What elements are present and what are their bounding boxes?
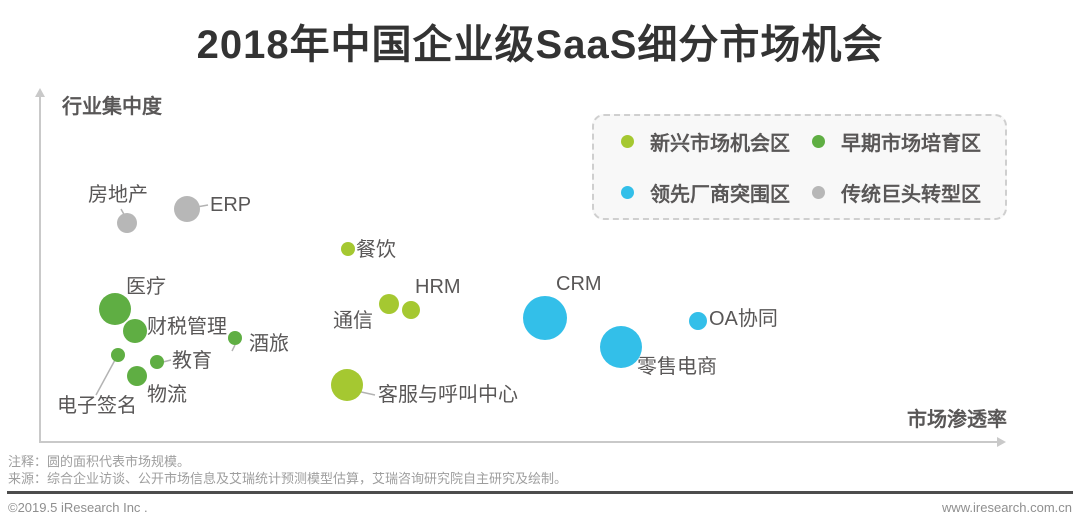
leader-line-dianziqianming (95, 359, 116, 396)
bubble-fangdichan (117, 213, 137, 233)
label-erp: ERP (210, 194, 252, 216)
website-url: www.iresearch.com.cn (941, 500, 1072, 515)
legend-item-leading: 领先厂商突围区 (621, 178, 812, 207)
label-fangdichan: 房地产 (88, 184, 148, 206)
leader-line-jiaoyu (162, 359, 172, 363)
note-annotation: 注释：圆的面积代表市场规模。 (8, 454, 191, 469)
label-jiulv: 酒旅 (249, 333, 289, 355)
label-caishui: 财税管理 (147, 316, 227, 338)
bubble-hrm (402, 301, 420, 319)
legend-dot-icon (812, 186, 825, 199)
label-oa: OA协同 (709, 308, 778, 330)
legend-item-traditional: 传统巨头转型区 (812, 178, 1005, 207)
bubble-caishui (123, 319, 147, 343)
bubble-canyin (341, 242, 355, 256)
label-wuliu: 物流 (147, 384, 187, 406)
legend-dot-icon (621, 135, 634, 148)
copyright-text: ©2019.5 iResearch Inc . (8, 500, 148, 515)
bubble-wuliu (127, 366, 147, 386)
legend-dot-icon (621, 186, 634, 199)
bubble-lingshou (600, 326, 642, 368)
label-canyin: 餐饮 (356, 239, 396, 261)
label-lingshou: 零售电商 (637, 356, 717, 378)
label-kefu: 客服与呼叫中心 (378, 384, 518, 406)
y-axis-label: 行业集中度 (62, 96, 162, 118)
chart-title: 2018年中国企业级SaaS细分市场机会 (196, 23, 884, 67)
bubble-tongxin (379, 294, 399, 314)
x-axis-arrow-icon (997, 437, 1006, 447)
bubble-yiliao (99, 293, 131, 325)
leader-line-jiulv (231, 344, 236, 352)
legend-dot-icon (812, 135, 825, 148)
legend-label: 领先厂商突围区 (650, 184, 790, 206)
legend-item-emerging: 新兴市场机会区 (621, 127, 812, 156)
label-jiaoyu: 教育 (172, 350, 212, 372)
note-source: 来源：综合企业访谈、公开市场信息及艾瑞统计预测模型估算，艾瑞咨询研究院自主研究及… (8, 471, 568, 486)
y-axis-arrow-icon (35, 88, 45, 97)
legend-item-early: 早期市场培育区 (812, 127, 1005, 156)
x-axis-line (39, 441, 999, 443)
legend: 新兴市场机会区 早期市场培育区领先厂商突围区 传统巨头转型区 (592, 114, 1007, 220)
label-yiliao: 医疗 (126, 276, 166, 298)
bubble-jiaoyu (150, 355, 164, 369)
legend-label: 传统巨头转型区 (841, 184, 981, 206)
label-crm: CRM (556, 273, 602, 295)
bubble-erp (174, 196, 200, 222)
label-hrm: HRM (415, 276, 461, 298)
legend-label: 早期市场培育区 (841, 133, 981, 155)
bubble-kefu (331, 369, 363, 401)
bubble-jiulv (228, 331, 242, 345)
footer-divider (7, 491, 1073, 494)
x-axis-label: 市场渗透率 (907, 409, 1007, 431)
bubble-dianziqianming (111, 348, 125, 362)
label-tongxin: 通信 (333, 310, 373, 332)
bubble-crm (523, 296, 567, 340)
label-dianziqianming: 电子签名 (57, 395, 137, 417)
legend-label: 新兴市场机会区 (650, 133, 790, 155)
bubble-oa (689, 312, 707, 330)
y-axis-line (39, 97, 41, 443)
